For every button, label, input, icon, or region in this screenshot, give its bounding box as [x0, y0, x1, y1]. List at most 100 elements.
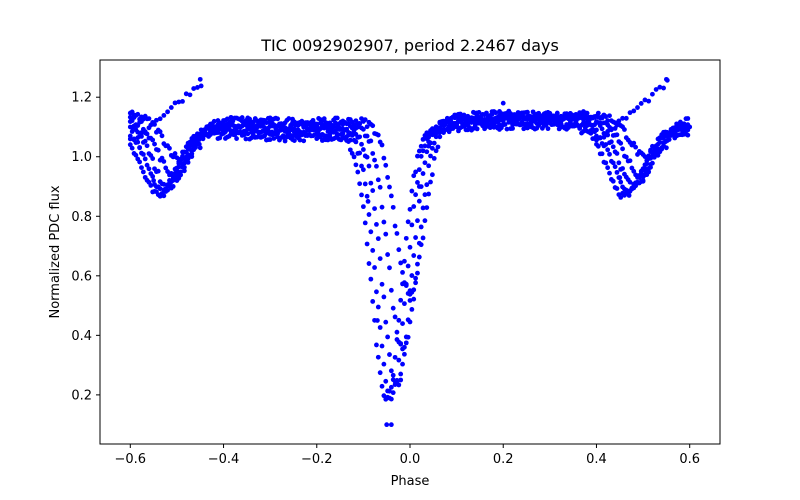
data-point	[402, 351, 407, 357]
data-point	[616, 118, 622, 124]
data-point	[144, 143, 150, 149]
data-point	[338, 126, 344, 131]
data-point	[374, 163, 379, 169]
data-point	[605, 132, 611, 138]
data-point	[271, 136, 277, 141]
data-point	[187, 92, 193, 98]
data-point	[441, 130, 446, 135]
data-point	[139, 130, 144, 136]
data-point	[368, 180, 374, 186]
data-point	[545, 126, 551, 132]
data-point	[394, 231, 400, 236]
data-point	[195, 131, 200, 137]
data-point	[221, 127, 226, 133]
data-point	[388, 422, 394, 428]
data-point	[370, 248, 376, 253]
data-point	[375, 236, 381, 242]
data-point	[372, 206, 377, 212]
data-point	[374, 318, 380, 323]
data-point	[642, 168, 648, 174]
data-point	[614, 186, 620, 191]
data-point	[681, 122, 687, 128]
data-point	[633, 181, 639, 187]
data-point	[183, 144, 189, 150]
data-point	[610, 178, 616, 184]
data-point	[411, 204, 417, 209]
data-point	[407, 244, 413, 250]
data-point	[377, 325, 383, 330]
data-point	[461, 123, 467, 129]
data-point	[135, 129, 141, 135]
data-point	[357, 134, 363, 140]
data-point	[379, 383, 385, 389]
data-point	[484, 110, 489, 116]
data-point	[403, 235, 409, 241]
data-point	[157, 116, 163, 122]
chart-title: TIC 0092902907, period 2.2467 days	[260, 36, 559, 55]
data-point	[420, 148, 426, 154]
data-point	[500, 100, 506, 106]
data-point	[603, 114, 609, 119]
data-point	[627, 110, 633, 116]
axis-ticks: −0.6 −0.4 −0.2 0.0 0.2 0.4 0.6 0.2 0.4 0.6 0.8 1.0 1…	[71, 91, 700, 467]
data-point	[633, 144, 639, 150]
data-point	[618, 140, 624, 146]
data-point	[269, 132, 275, 138]
data-point	[297, 137, 303, 143]
data-point	[635, 105, 640, 110]
data-point	[620, 146, 625, 152]
data-point	[610, 160, 616, 166]
data-point	[168, 105, 174, 110]
data-point	[614, 151, 620, 156]
data-point	[288, 122, 294, 128]
data-point	[385, 334, 391, 340]
data-point	[254, 134, 260, 140]
data-point	[454, 124, 460, 130]
data-point	[416, 254, 422, 260]
data-point	[626, 193, 632, 198]
data-point	[377, 256, 383, 261]
data-point	[381, 361, 387, 367]
data-point	[357, 121, 363, 126]
data-point	[360, 167, 366, 173]
data-point	[504, 114, 510, 119]
data-point	[618, 179, 624, 185]
data-point	[174, 165, 180, 171]
data-point	[623, 154, 629, 160]
data-point	[180, 99, 185, 104]
data-point	[379, 343, 385, 349]
data-point	[213, 130, 219, 136]
data-point	[388, 193, 394, 199]
data-point	[605, 147, 611, 153]
data-point	[146, 125, 152, 131]
data-point	[139, 165, 144, 171]
data-point	[428, 179, 433, 185]
data-point	[407, 206, 413, 212]
data-point	[142, 129, 148, 135]
data-point	[174, 178, 180, 183]
data-point	[599, 126, 605, 132]
x-axis-label: Phase	[391, 474, 430, 489]
data-point	[265, 125, 271, 131]
data-point	[191, 86, 197, 91]
data-point	[137, 145, 143, 151]
data-point	[618, 194, 624, 200]
data-point	[400, 269, 405, 275]
data-point	[381, 393, 387, 399]
data-point	[653, 87, 659, 92]
data-point	[642, 162, 648, 168]
data-point	[431, 140, 437, 146]
data-point	[469, 117, 474, 123]
data-point	[359, 163, 364, 169]
data-point	[202, 131, 208, 137]
data-point	[655, 141, 661, 147]
data-point	[651, 154, 657, 160]
data-point	[500, 118, 506, 124]
data-point	[321, 116, 327, 122]
data-point	[374, 289, 379, 295]
data-point	[422, 192, 428, 198]
data-point	[390, 204, 396, 210]
data-point	[402, 344, 407, 350]
data-point	[640, 178, 646, 183]
data-point	[411, 296, 417, 302]
